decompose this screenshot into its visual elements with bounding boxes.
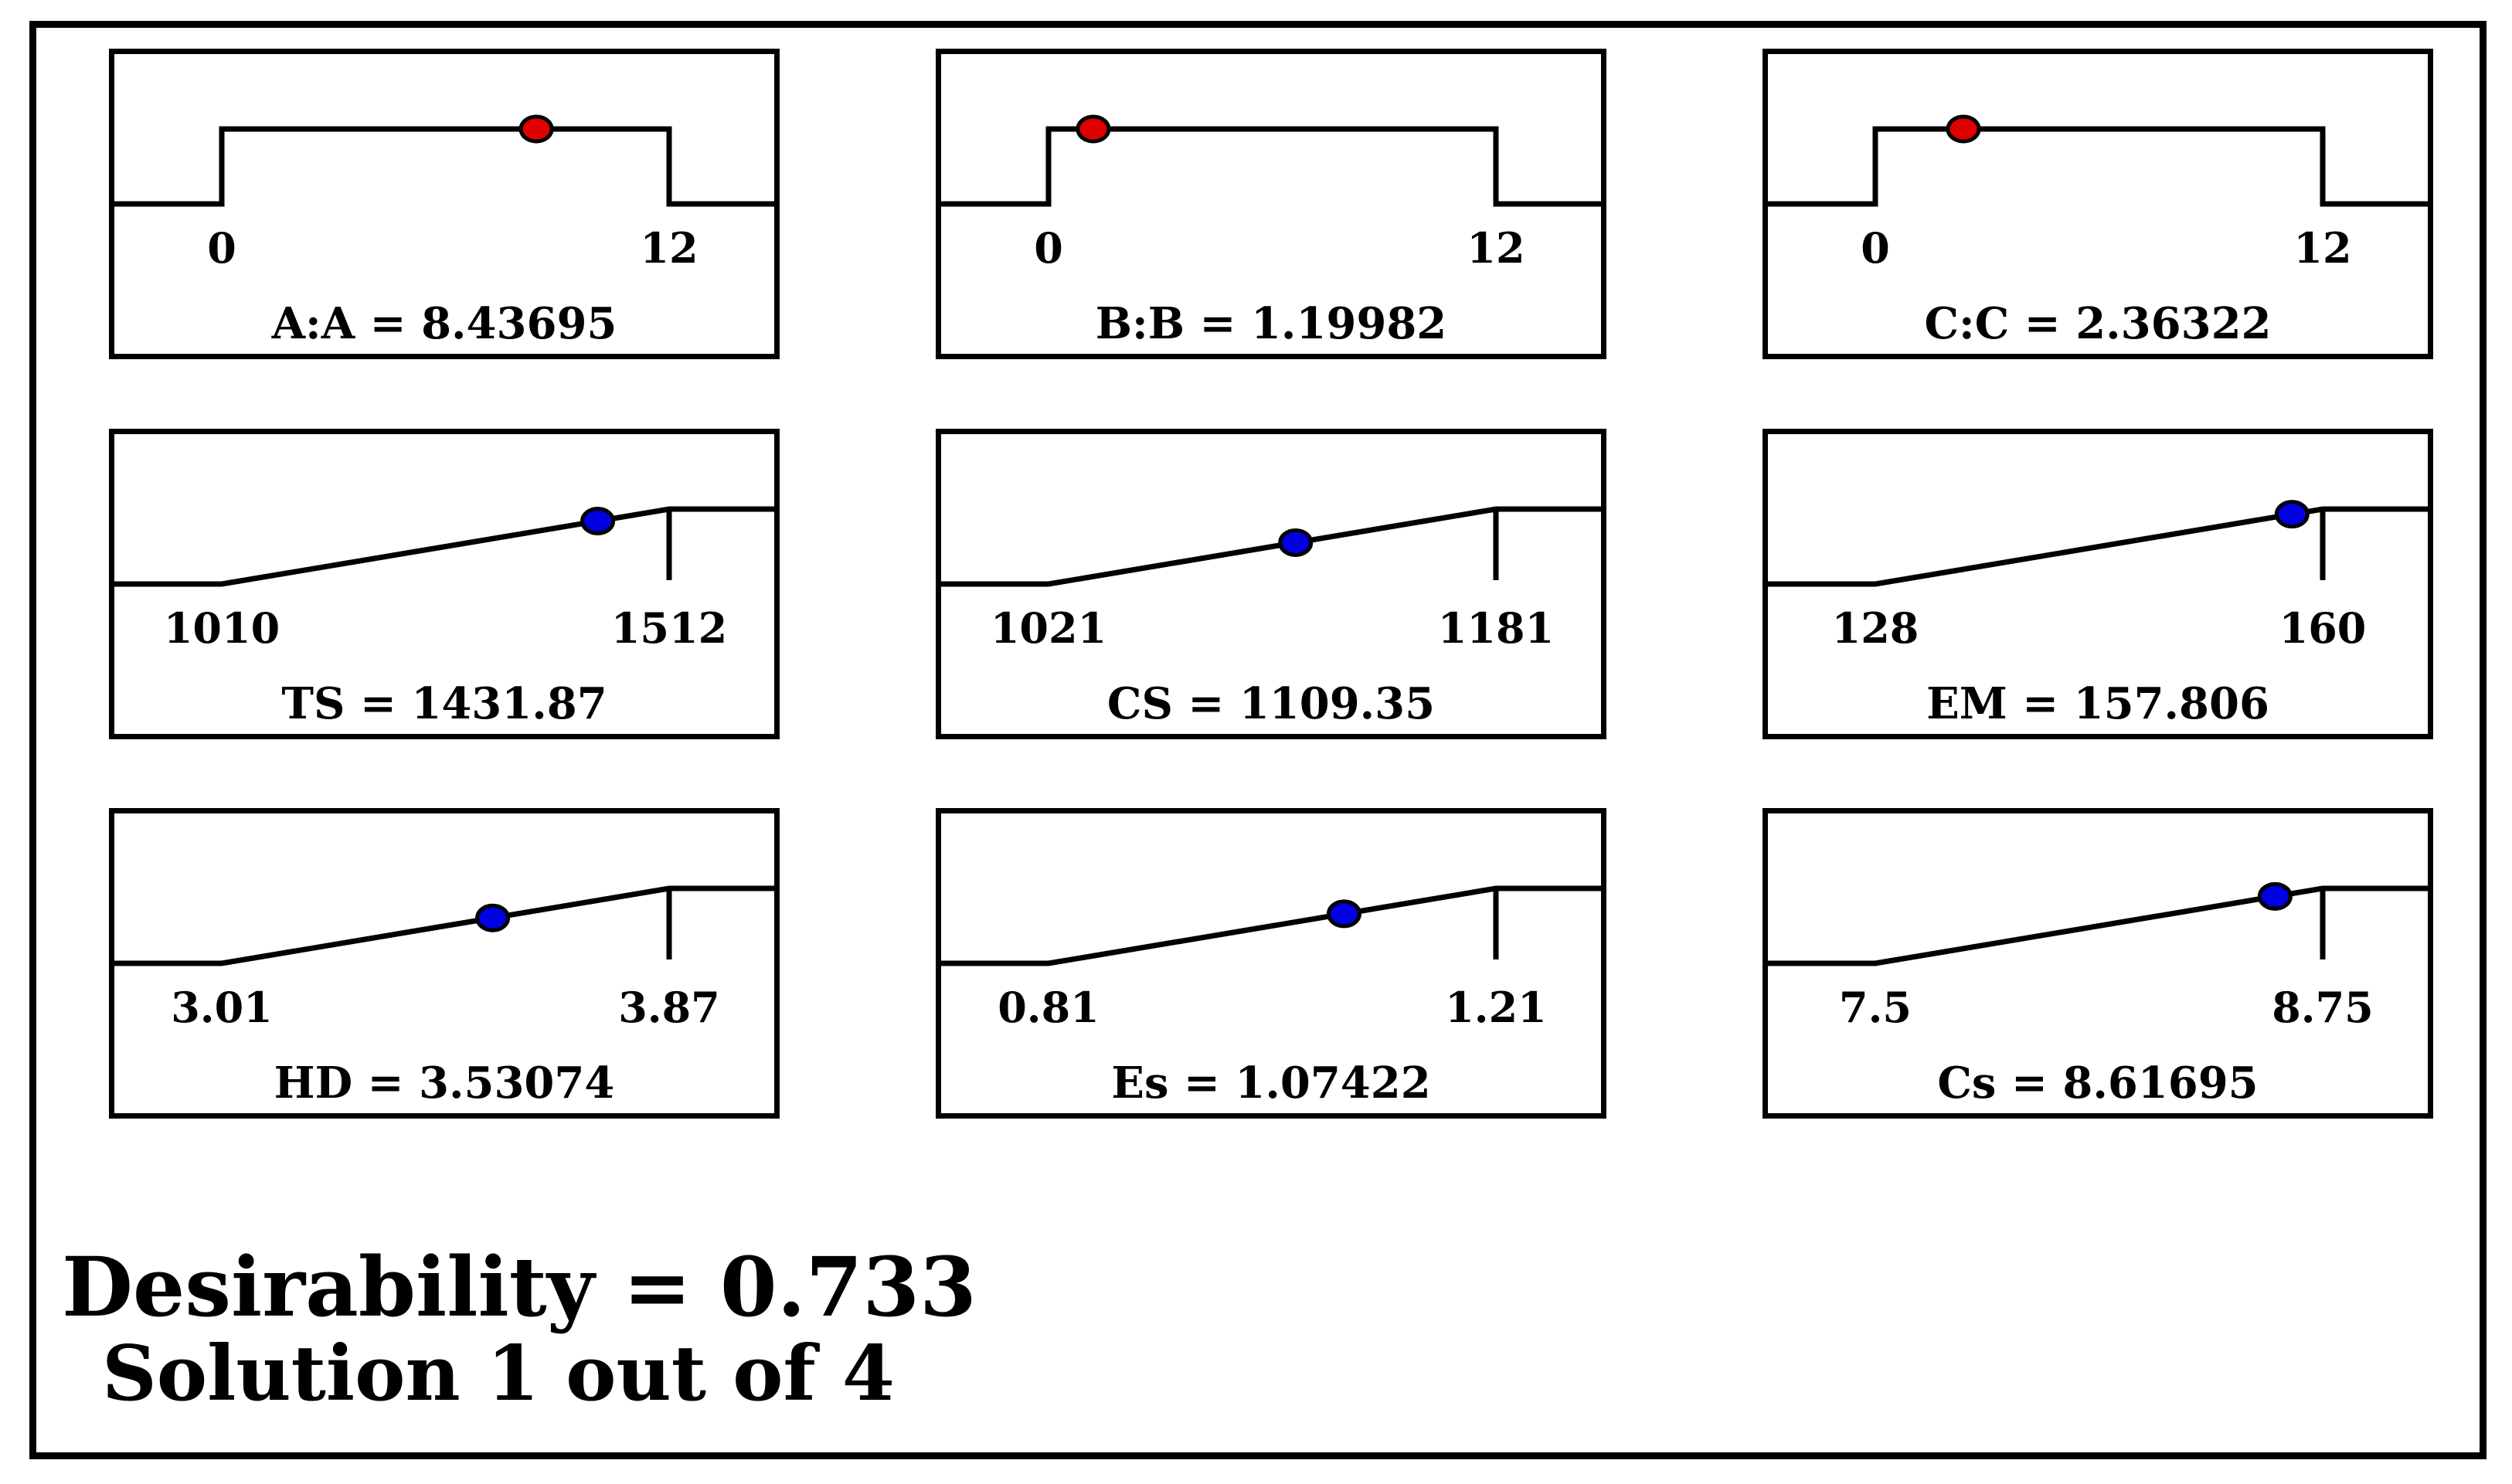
low-bound-label: 1010 (164, 603, 280, 653)
panel-plot-8: 7.5 8.75 (1768, 881, 2428, 1032)
panel-plot-2: 0 12 (1768, 114, 2428, 273)
panel-1: 0 12 B:B = 1.19982 (936, 49, 1606, 359)
desirability-curve (114, 885, 774, 966)
panel-2: 0 12 C:C = 2.36322 (1762, 49, 2433, 359)
desirability-curve (941, 126, 1601, 207)
desirability-curve (1768, 506, 2428, 587)
low-bound-label: 0.81 (998, 983, 1100, 1032)
high-bound-label: 8.75 (2272, 983, 2374, 1032)
panel-4: 1021 1181 CS = 1109.35 (936, 429, 1606, 739)
desirability-text: Desirability = 0.733 (62, 1238, 977, 1335)
panel-value-label: C:C = 2.36322 (1924, 298, 2272, 349)
optimum-point (1946, 114, 1981, 144)
panel-plot-4: 1021 1181 (941, 506, 1601, 653)
panel-6: 3.01 3.87 HD = 3.53074 (109, 808, 780, 1119)
low-bound-label: 0 (1034, 223, 1063, 273)
high-bound-label: 1181 (1438, 603, 1554, 653)
high-bound-label: 12 (640, 223, 698, 273)
optimum-point (2257, 881, 2293, 911)
desirability-curve (114, 506, 774, 587)
summary-block: Desirability = 0.733 Solution 1 out of 4 (62, 1242, 977, 1417)
panel-value-label: EM = 157.806 (1926, 678, 2269, 729)
solution-text: Solution 1 out of 4 (102, 1329, 895, 1418)
high-bound-label: 12 (1467, 223, 1525, 273)
high-bound-label: 12 (2293, 223, 2351, 273)
panel-plot-5: 128 160 (1768, 500, 2428, 653)
optimum-point (2274, 500, 2310, 529)
panel-value-label: Es = 1.07422 (1111, 1058, 1431, 1109)
panel-value-label: CS = 1109.35 (1106, 678, 1436, 729)
panel-value-label: HD = 3.53074 (274, 1058, 615, 1109)
panel-7: 0.81 1.21 Es = 1.07422 (936, 808, 1606, 1119)
optimum-point (1076, 114, 1111, 144)
optimum-point (1326, 899, 1361, 929)
optimum-point (1278, 528, 1314, 557)
panel-value-label: Cs = 8.61695 (1937, 1058, 2259, 1109)
low-bound-label: 0 (1861, 223, 1890, 273)
high-bound-label: 1.21 (1445, 983, 1547, 1032)
low-bound-label: 128 (1832, 603, 1919, 653)
panel-value-label: B:B = 1.19982 (1095, 298, 1447, 349)
low-bound-label: 0 (207, 223, 236, 273)
optimum-point (518, 114, 554, 144)
high-bound-label: 160 (2279, 603, 2367, 653)
panel-plot-6: 3.01 3.87 (114, 885, 774, 1032)
high-bound-label: 1512 (611, 603, 727, 653)
panel-plot-1: 0 12 (941, 114, 1601, 273)
desirability-curve (1768, 885, 2428, 966)
panel-value-label: TS = 1431.87 (281, 678, 607, 729)
low-bound-label: 1021 (991, 603, 1106, 653)
panel-8: 7.5 8.75 Cs = 8.61695 (1762, 808, 2433, 1119)
panel-plot-3: 1010 1512 (114, 506, 774, 653)
panel-5: 128 160 EM = 157.806 (1762, 429, 2433, 739)
panel-3: 1010 1512 TS = 1431.87 (109, 429, 780, 739)
panel-plot-7: 0.81 1.21 (941, 885, 1601, 1032)
optimum-point (475, 903, 511, 932)
panel-plot-0: 0 12 (114, 114, 774, 273)
low-bound-label: 3.01 (171, 983, 273, 1032)
panel-value-label: A:A = 8.43695 (271, 298, 617, 349)
panel-0: 0 12 A:A = 8.43695 (109, 49, 780, 359)
desirability-curve (114, 126, 774, 207)
low-bound-label: 7.5 (1839, 983, 1912, 1032)
high-bound-label: 3.87 (618, 983, 720, 1032)
optimum-point (580, 506, 616, 535)
desirability-curve (941, 506, 1601, 587)
desirability-curve (1768, 126, 2428, 207)
desirability-curve (941, 885, 1601, 966)
